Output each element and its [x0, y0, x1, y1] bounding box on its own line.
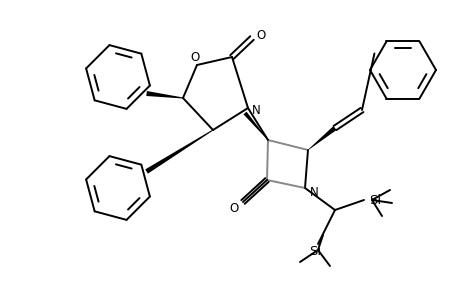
Text: O: O: [256, 28, 265, 41]
Polygon shape: [146, 91, 183, 98]
Polygon shape: [145, 130, 213, 174]
Polygon shape: [243, 112, 268, 140]
Text: Si: Si: [368, 194, 380, 206]
Text: O: O: [190, 50, 199, 64]
Text: Si: Si: [308, 245, 320, 259]
Text: O: O: [229, 202, 238, 214]
Text: N: N: [251, 103, 260, 116]
Polygon shape: [307, 126, 336, 150]
Text: N: N: [309, 185, 318, 199]
